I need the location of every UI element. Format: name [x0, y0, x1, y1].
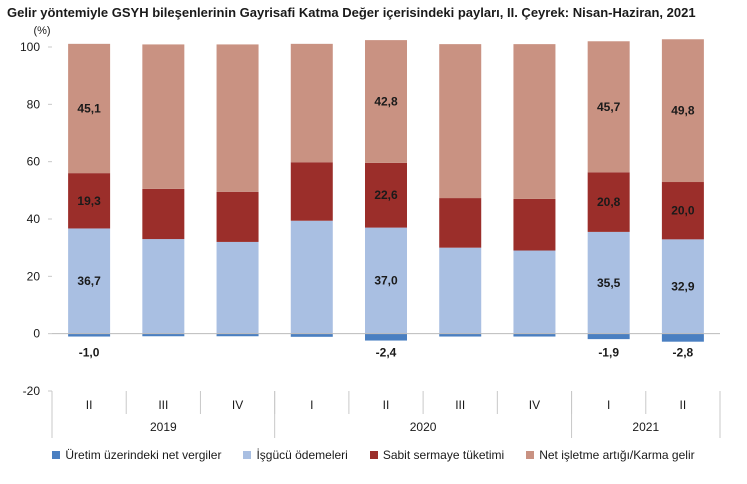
year-group-label: 2020: [410, 420, 437, 434]
data-label: 20,8: [597, 195, 621, 209]
data-label: 35,5: [597, 276, 621, 290]
legend-swatch: [369, 451, 378, 459]
chart-legend: Üretim üzerindeki net vergiler İşgücü öd…: [0, 448, 747, 462]
bar-segment: [365, 40, 407, 163]
bar-segment: [365, 227, 407, 334]
bar-segment: [587, 231, 630, 334]
y-tick-label: -20: [23, 384, 41, 398]
data-label: 19,3: [77, 194, 101, 208]
bar-segment: [216, 44, 259, 192]
data-label: 32,9: [671, 280, 695, 294]
bar-segment: [587, 41, 630, 173]
y-tick-label: 80: [27, 97, 41, 111]
x-tick-label: IV: [529, 398, 540, 412]
legend-swatch: [526, 451, 535, 459]
bar-segment: [142, 188, 185, 240]
legend-item-net-taxes: Üretim üzerindeki net vergiler: [52, 448, 221, 462]
bar-segment: [216, 191, 259, 242]
bar-segment: [661, 333, 704, 342]
bar-segment: [439, 44, 482, 199]
y-tick-label: 60: [27, 155, 41, 169]
legend-item-capital-consumption: Sabit sermaye tüketimi: [369, 448, 505, 462]
year-group-label: 2021: [632, 420, 659, 434]
bar-segment: [216, 241, 259, 334]
data-label: -2,8: [673, 346, 694, 360]
chart-title: Gelir yöntemiyle GSYH bileşenlerinin Gay…: [7, 5, 696, 20]
bar-segment: [142, 333, 185, 337]
y-tick-label: 20: [27, 269, 41, 283]
bar-segment: [365, 162, 407, 228]
x-tick-label: II: [383, 398, 390, 412]
bar-segment: [290, 43, 333, 163]
bar-segment: [661, 182, 704, 240]
bar-segment: [290, 162, 333, 221]
legend-label: Sabit sermaye tüketimi: [382, 448, 505, 462]
bar-segment: [661, 239, 704, 334]
bar-segment: [439, 198, 482, 248]
x-tick-label: III: [158, 398, 168, 412]
bar-segment: [68, 228, 111, 334]
data-label: 22,6: [374, 188, 398, 202]
year-group-label: 2019: [150, 420, 177, 434]
bar-segment: [216, 333, 259, 337]
bar-segment: [290, 220, 333, 334]
data-label: 37,0: [374, 274, 398, 288]
y-tick-label: 40: [27, 212, 41, 226]
bar-segment: [142, 44, 185, 189]
data-label: -2,4: [376, 346, 397, 360]
data-label: 42,8: [374, 94, 398, 108]
x-tick-label: I: [607, 398, 610, 412]
y-unit-label: (%): [33, 25, 50, 37]
y-tick-label: 0: [33, 327, 40, 341]
bar-segment: [661, 39, 704, 183]
bar-segment: [142, 239, 185, 334]
bar-segment: [290, 333, 333, 337]
bar-segment: [513, 333, 556, 337]
legend-item-operating-surplus: Net işletme artığı/Karma gelir: [526, 448, 695, 462]
x-tick-label: II: [86, 398, 93, 412]
data-label: 36,7: [77, 274, 101, 288]
x-tick-label: IV: [232, 398, 243, 412]
bar-segment: [68, 173, 111, 229]
data-label: -1,9: [598, 346, 619, 360]
legend-label: İşgücü ödemeleri: [256, 448, 348, 462]
legend-swatch: [243, 451, 252, 459]
bar-segment: [365, 333, 407, 341]
bar-segment: [439, 333, 482, 337]
legend-swatch: [52, 451, 61, 459]
data-label: 45,1: [77, 101, 101, 115]
data-label: 20,0: [671, 204, 695, 218]
stacked-bar-chart: -20 0 20 40 60 80 100 (%) -1,0 36,7 19,3 45,1 -2,4 37…: [20, 25, 721, 438]
x-tick-label: I: [310, 398, 313, 412]
bar-segment: [68, 333, 111, 337]
x-tick-label: II: [680, 398, 687, 412]
bar-segment: [513, 250, 556, 334]
data-label: 49,8: [671, 104, 695, 118]
x-tick-label: III: [455, 398, 465, 412]
legend-item-labour: İşgücü ödemeleri: [243, 448, 348, 462]
data-label: 45,7: [597, 100, 621, 114]
bar-segment: [513, 44, 556, 199]
y-tick-label: 100: [20, 40, 40, 54]
bar-segment: [587, 333, 630, 340]
legend-label: Üretim üzerindeki net vergiler: [65, 448, 222, 462]
legend-label: Net işletme artığı/Karma gelir: [539, 448, 695, 462]
bar-segment: [513, 198, 556, 251]
bar-segment: [68, 43, 111, 174]
bar-segment: [587, 172, 630, 232]
data-label: -1,0: [79, 346, 100, 360]
bar-segment: [439, 247, 482, 334]
